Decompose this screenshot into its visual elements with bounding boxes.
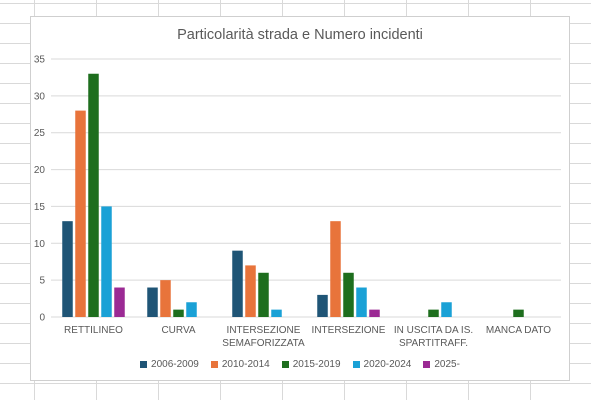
legend-label: 2006-2009 xyxy=(151,359,199,370)
x-tick-label: IN USCITA DA IS. xyxy=(394,325,473,336)
x-tick-label: MANCA DATO xyxy=(486,325,551,336)
legend-item[interactable]: 2015-2019 xyxy=(281,359,341,370)
y-tick-label: 25 xyxy=(34,128,46,139)
chart-plot: 0 5 10 15 20 25 30 35 RETTILINEO CURVA INTERSEZION… xyxy=(34,55,561,349)
legend-swatch xyxy=(423,361,431,368)
legend-swatch xyxy=(281,361,289,368)
bar[interactable] xyxy=(271,309,282,317)
legend-swatch xyxy=(140,361,148,368)
y-tick-label: 20 xyxy=(34,165,46,176)
bar[interactable] xyxy=(147,287,158,317)
bar[interactable] xyxy=(245,265,256,317)
y-tick-label: 0 xyxy=(39,313,45,324)
y-tick-label: 5 xyxy=(39,276,45,287)
bar[interactable] xyxy=(160,280,171,317)
bar[interactable] xyxy=(232,250,243,317)
bar[interactable] xyxy=(513,309,524,317)
y-tick-label: 10 xyxy=(34,239,46,250)
legend-swatch xyxy=(210,361,218,368)
bar[interactable] xyxy=(428,309,439,317)
bar[interactable] xyxy=(114,287,125,317)
legend-item[interactable]: 2006-2009 xyxy=(140,359,199,370)
x-tick-label: SEMAFORIZZATA xyxy=(222,338,305,349)
bar[interactable] xyxy=(343,272,354,317)
legend-item[interactable]: 2020-2024 xyxy=(352,359,412,370)
bar[interactable] xyxy=(441,302,452,317)
x-tick-label: CURVA xyxy=(161,325,195,336)
legend-swatch xyxy=(352,361,360,368)
legend-label: 2025- xyxy=(434,359,460,370)
x-tick-label: INTERSEZIONE xyxy=(227,325,301,336)
y-tick-label: 30 xyxy=(34,91,46,102)
bar[interactable] xyxy=(330,221,341,317)
bar[interactable] xyxy=(369,309,380,317)
x-tick-label: RETTILINEO xyxy=(64,325,123,336)
bar[interactable] xyxy=(258,272,269,317)
x-tick-label: SPARTITRAFF. xyxy=(399,338,468,349)
y-tick-label: 15 xyxy=(34,202,46,213)
bar[interactable] xyxy=(75,110,86,317)
chart-legend: 2006-2009 2010-2014 2015-2019 2020-2024 2025… xyxy=(31,359,569,370)
bar[interactable] xyxy=(356,287,367,317)
bar[interactable] xyxy=(62,221,73,317)
legend-label: 2020-2024 xyxy=(363,359,412,370)
legend-item[interactable]: 2010-2014 xyxy=(210,359,270,370)
legend-item[interactable]: 2025- xyxy=(423,359,460,370)
bar[interactable] xyxy=(317,294,328,317)
bar[interactable] xyxy=(88,73,99,317)
x-tick-label: INTERSEZIONE xyxy=(312,325,386,336)
legend-label: 2010-2014 xyxy=(221,359,270,370)
y-tick-label: 35 xyxy=(34,55,46,66)
chart-container[interactable]: Particolarità strada e Numero incidenti … xyxy=(30,16,570,381)
bar[interactable] xyxy=(101,206,112,317)
legend-label: 2015-2019 xyxy=(292,359,341,370)
chart-title: Particolarità strada e Numero incidenti xyxy=(177,27,423,43)
bar[interactable] xyxy=(186,302,197,317)
bar[interactable] xyxy=(173,309,184,317)
